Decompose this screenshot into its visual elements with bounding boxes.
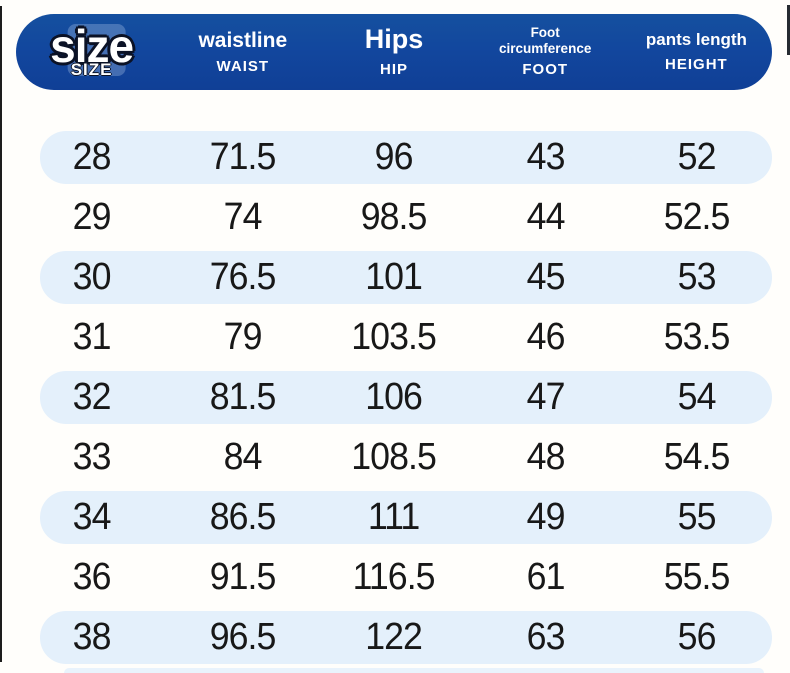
left-edge-artifact — [0, 6, 2, 662]
header-col-foot: Foot circumference FOOT — [470, 14, 621, 90]
next-section-top-edge — [64, 668, 764, 673]
cell-height: 54 — [677, 376, 716, 418]
size-highlight-box — [67, 24, 126, 76]
right-edge-artifact — [787, 5, 790, 55]
table-row: 32 81.5 106 47 54 — [16, 371, 772, 424]
cell-foot: 46 — [526, 316, 565, 358]
header-col-height: pants length HEIGHT — [621, 14, 772, 90]
cell-size: 33 — [72, 436, 112, 478]
header-height-label: pants length — [645, 29, 747, 49]
cell-waist: 84 — [223, 436, 263, 478]
cell-hip: 101 — [365, 256, 424, 298]
cell-height: 56 — [677, 616, 716, 658]
row-highlight-pill — [40, 611, 772, 664]
table-row: 28 71.5 96 43 52 — [16, 131, 772, 184]
cell-size: 38 — [72, 616, 112, 658]
cell-height: 52 — [677, 136, 716, 178]
header-col-hip: Hips HIP — [318, 14, 469, 90]
table-row: 38 96.5 122 63 56 — [16, 611, 772, 664]
row-highlight-pill — [40, 131, 772, 184]
header-hip-sublabel: HIP — [379, 61, 408, 79]
row-highlight-pill — [40, 491, 772, 544]
cell-foot: 43 — [526, 136, 565, 178]
cell-foot: 47 — [526, 376, 565, 418]
cell-size: 34 — [72, 496, 112, 538]
header-hip-label: Hips — [364, 24, 424, 55]
table-row: 33 84 108.5 48 54.5 — [16, 431, 772, 484]
cell-foot: 63 — [526, 616, 565, 658]
cell-foot: 44 — [526, 196, 565, 238]
header-height-sublabel: HEIGHT — [665, 55, 728, 73]
cell-waist: 86.5 — [209, 496, 277, 538]
cell-hip: 108.5 — [351, 436, 438, 478]
cell-waist: 81.5 — [209, 376, 277, 418]
cell-height: 55 — [677, 496, 716, 538]
header-waist-sublabel: WAIST — [216, 57, 270, 75]
table-row: 36 91.5 116.5 61 55.5 — [16, 551, 772, 604]
cell-size: 28 — [72, 136, 112, 178]
table-row: 34 86.5 111 49 55 — [16, 491, 772, 544]
table-header: size SIZE waistline WAIST Hips HIP Foot … — [16, 14, 772, 90]
cell-size: 31 — [72, 316, 112, 358]
cell-height: 53 — [677, 256, 716, 298]
cell-hip: 106 — [365, 376, 424, 418]
cell-height: 53.5 — [663, 316, 731, 358]
row-highlight-pill — [40, 251, 772, 304]
header-size-sublabel: SIZE — [70, 59, 113, 79]
cell-hip: 96 — [375, 136, 414, 178]
header-foot-label: Foot circumference — [499, 25, 592, 57]
cell-hip: 122 — [365, 616, 424, 658]
cell-waist: 71.5 — [209, 136, 277, 178]
cell-foot: 61 — [526, 556, 565, 598]
table-row: 31 79 103.5 46 53.5 — [16, 311, 772, 364]
table-body: 28 71.5 96 43 52 29 74 98.5 44 52.5 30 7… — [16, 131, 772, 671]
cell-waist: 79 — [223, 316, 263, 358]
row-highlight-pill — [40, 371, 772, 424]
cell-foot: 48 — [526, 436, 565, 478]
cell-size: 30 — [72, 256, 112, 298]
cell-hip: 111 — [368, 496, 420, 538]
header-size-label: size — [50, 19, 134, 72]
cell-waist: 91.5 — [209, 556, 277, 598]
cell-hip: 103.5 — [351, 316, 438, 358]
cell-hip: 98.5 — [361, 196, 428, 238]
cell-hip: 116.5 — [352, 556, 436, 598]
table-row: 29 74 98.5 44 52.5 — [16, 191, 772, 244]
cell-waist: 74 — [223, 196, 263, 238]
cell-waist: 96.5 — [209, 616, 277, 658]
cell-size: 32 — [72, 376, 112, 418]
cell-size: 36 — [72, 556, 112, 598]
header-col-waist: waistline WAIST — [167, 14, 318, 90]
cell-waist: 76.5 — [209, 256, 277, 298]
header-foot-sublabel: FOOT — [522, 61, 569, 79]
cell-size: 29 — [72, 196, 112, 238]
cell-height: 55.5 — [663, 556, 731, 598]
cell-height: 54.5 — [663, 436, 731, 478]
table-row: 30 76.5 101 45 53 — [16, 251, 772, 304]
cell-foot: 49 — [526, 496, 565, 538]
cell-foot: 45 — [526, 256, 565, 298]
header-col-size: size SIZE — [16, 14, 167, 90]
header-waist-label: waistline — [198, 28, 288, 52]
cell-height: 52.5 — [663, 196, 731, 238]
